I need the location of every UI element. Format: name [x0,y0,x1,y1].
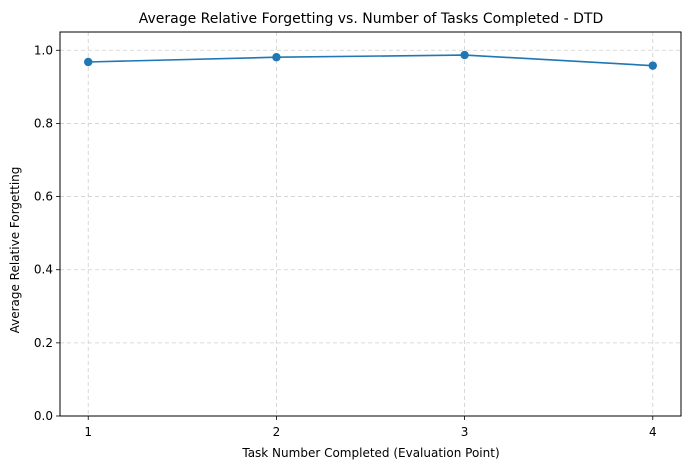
data-point [460,50,469,60]
data-point [648,61,657,70]
y-tick-label: 0.6 [34,190,53,204]
data-point [272,53,281,62]
chart-title: Average Relative Forgetting vs. Number o… [139,11,604,27]
data-point [84,57,93,67]
plot-frame [59,31,682,417]
y-axis: 0.0 0.2 0.4 0.6 0.8 1.0 [34,43,60,423]
y-tick-label: 1.0 [34,43,53,57]
x-tick-label: 2 [273,425,281,439]
x-axis: 1 2 3 4 [84,416,657,439]
y-tick-label: 0.8 [34,116,53,130]
y-axis-label: Average Relative Forgetting [8,167,22,334]
grid [60,32,681,417]
y-tick-label: 0.0 [34,409,53,423]
series-line [88,54,653,67]
y-tick-label: 0.2 [34,336,53,350]
x-tick-label: 4 [649,425,657,439]
series-group [84,50,657,70]
x-tick-label: 1 [84,425,92,439]
x-axis-label: Task Number Completed (Evaluation Point) [241,446,499,460]
y-tick-label: 0.4 [34,263,53,277]
x-tick-label: 3 [461,425,469,439]
